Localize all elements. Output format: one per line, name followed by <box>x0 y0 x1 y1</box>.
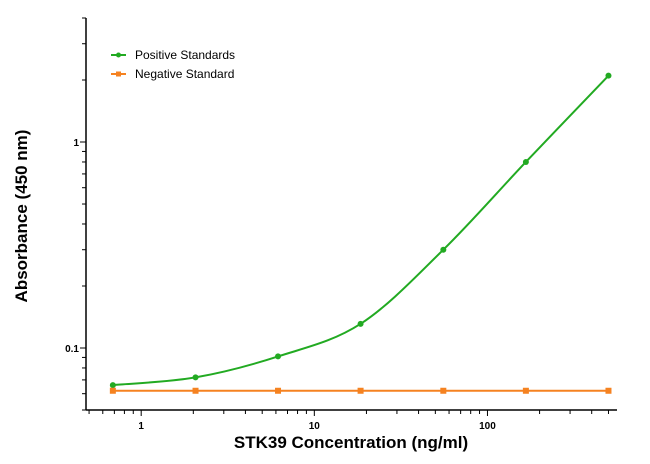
y-axis-title: Absorbance (450 nm) <box>12 130 31 303</box>
data-point <box>522 387 529 394</box>
x-tick-label: 100 <box>479 421 496 432</box>
axes: 1 10 100 0.1 1 <box>65 17 617 432</box>
y-tick-label: 0.1 <box>65 344 79 355</box>
x-axis-title: STK39 Concentration (ng/ml) <box>234 433 468 452</box>
data-point <box>109 382 116 389</box>
data-point <box>109 387 116 394</box>
legend-marker-negative <box>116 71 121 77</box>
x-tick-label: 10 <box>309 421 321 432</box>
data-point <box>192 374 199 381</box>
series-line <box>112 74 610 387</box>
y-tick-label: 1 <box>73 138 79 149</box>
data-point <box>605 72 612 79</box>
legend: Positive Standards Negative Standard <box>111 48 235 81</box>
data-point <box>605 387 612 394</box>
data-point <box>275 353 282 360</box>
x-tick-label: 1 <box>138 421 144 432</box>
series-negative <box>109 387 612 394</box>
data-point <box>357 387 364 394</box>
data-point <box>192 387 199 394</box>
data-point <box>440 387 447 394</box>
data-point <box>440 246 447 253</box>
data-point <box>357 320 364 327</box>
legend-label-negative: Negative Standard <box>135 67 234 81</box>
series-layer <box>109 72 612 394</box>
legend-label-positive: Positive Standards <box>135 48 235 62</box>
data-point <box>522 158 529 165</box>
data-point <box>275 387 282 394</box>
series-positive <box>109 72 612 389</box>
legend-marker-positive <box>116 52 121 58</box>
